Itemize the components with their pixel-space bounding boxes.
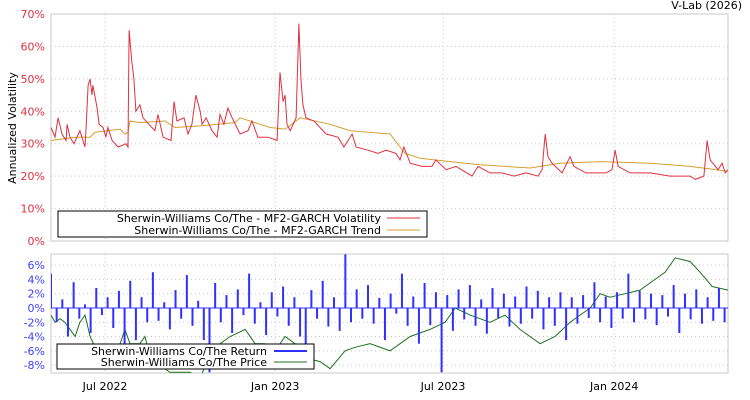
top-legend: Sherwin-Williams Co/The - MF2-GARCH Vola… [57, 210, 428, 238]
y-tick-label: 2% [28, 288, 45, 301]
bottom-plot-frame [50, 253, 729, 374]
x-tick-label: Jul 2022 [82, 380, 128, 393]
y-tick-label: 20% [21, 170, 45, 183]
x-tick-label: Jan 2024 [589, 380, 638, 393]
y-tick-label: 4% [28, 273, 45, 286]
y-tick-label: -8% [24, 359, 45, 372]
x-tick-label: Jan 2023 [250, 380, 299, 393]
legend-trend-label: Sherwin-Williams Co/The - MF2-GARCH Tren… [134, 224, 381, 237]
y-tick-label: 70% [21, 8, 45, 21]
legend-price-label: Sherwin-Williams Co/The Price [101, 356, 267, 369]
y-tick-label: 6% [28, 259, 45, 272]
y-tick-label: 30% [21, 138, 45, 151]
y-tick-label: 60% [21, 40, 45, 53]
y-tick-label: 10% [21, 203, 45, 216]
y-tick-label: -2% [24, 316, 45, 329]
y-tick-label: 0% [28, 302, 45, 315]
y-tick-label: 50% [21, 73, 45, 86]
top-panel: 0% 10% 20% 30% 40% 50% 60% 70% Annualized Volat… [6, 8, 729, 248]
trend-line [50, 117, 729, 172]
bottom-legend: Sherwin-Williams Co/The Return Sherwin-W… [56, 343, 315, 370]
y-tick-label: -6% [24, 345, 45, 358]
y-tick-label: 40% [21, 105, 45, 118]
bottom-panel: 6%4% 2%0%-2% -4%-6%-8% Jul 2022 Jan 2023 Jul… [24, 253, 729, 393]
y-tick-label: 0% [28, 235, 45, 248]
credit-label: V-Lab (2026) [671, 0, 742, 12]
x-tick-label: Jul 2023 [420, 380, 466, 393]
y-axis-label: Annualized Volatility [6, 72, 19, 184]
volatility-line [50, 23, 729, 180]
legend-volatility-label: Sherwin-Williams Co/The - MF2-GARCH Vola… [117, 212, 382, 225]
y-tick-label: -4% [24, 331, 45, 344]
legend-return-label: Sherwin-Williams Co/The Return [91, 345, 267, 358]
